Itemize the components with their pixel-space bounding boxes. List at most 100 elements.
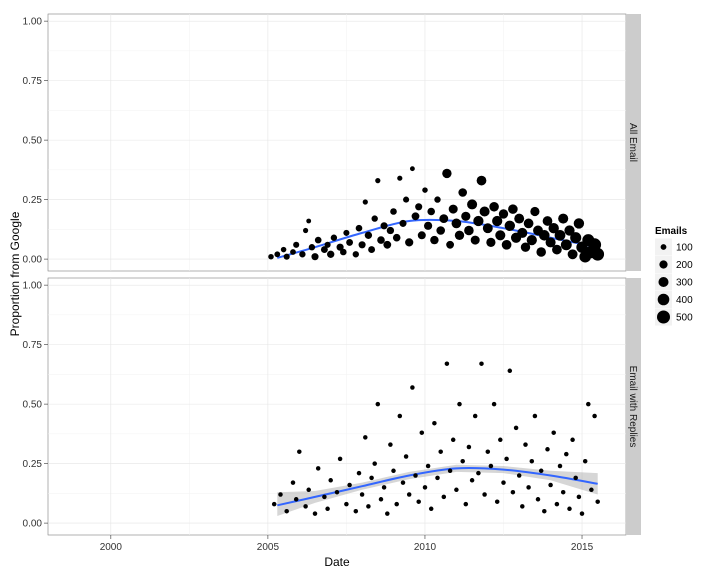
data-point <box>526 485 531 490</box>
y-tick-label-0.75: 0.75 <box>23 76 43 87</box>
y-tick-label-0.50: 0.50 <box>23 136 43 147</box>
data-point <box>551 430 556 435</box>
data-point <box>417 231 426 240</box>
data-point <box>344 501 349 507</box>
data-point <box>476 470 481 476</box>
data-point <box>390 208 397 215</box>
legend-label-200: 200 <box>676 260 693 271</box>
data-point <box>406 492 412 497</box>
data-point <box>403 196 410 203</box>
data-point <box>514 213 525 224</box>
data-point <box>315 466 321 471</box>
data-point <box>573 218 585 229</box>
data-point <box>469 478 475 483</box>
y-tick-label-0.50: 0.50 <box>23 400 43 411</box>
data-point <box>548 482 553 488</box>
data-point <box>479 206 490 217</box>
data-point <box>306 487 311 493</box>
data-point <box>268 253 274 260</box>
data-point <box>554 501 560 507</box>
data-point <box>576 494 582 500</box>
data-point <box>570 232 582 244</box>
data-point <box>454 487 459 493</box>
data-point <box>271 501 277 507</box>
data-point <box>432 420 437 426</box>
data-point <box>324 241 331 248</box>
data-point <box>314 236 322 244</box>
data-point <box>446 240 454 249</box>
data-point <box>311 253 319 261</box>
data-point <box>450 437 456 443</box>
data-point <box>464 225 474 236</box>
data-point <box>592 413 597 419</box>
data-point <box>517 227 528 238</box>
data-point <box>346 238 354 246</box>
strip-label-all-email: All Email <box>627 123 638 162</box>
data-point <box>299 251 306 258</box>
data-point <box>405 238 414 247</box>
data-point <box>355 224 363 232</box>
x-axis-ticks: 2000 2005 2010 2015 <box>100 535 594 553</box>
legend-title: Emails <box>655 226 688 237</box>
y-tick-label-0.25: 0.25 <box>23 459 43 470</box>
x-tick-label-2005: 2005 <box>257 542 280 553</box>
data-point <box>383 240 392 249</box>
data-point <box>422 485 428 490</box>
data-point <box>460 458 465 464</box>
x-tick-label-2015: 2015 <box>571 542 594 553</box>
data-point <box>438 449 443 454</box>
data-point <box>586 401 591 407</box>
data-point <box>536 247 546 257</box>
legend-symbol-300 <box>658 276 669 288</box>
data-point <box>388 442 393 447</box>
data-point <box>529 458 535 464</box>
data-point <box>463 501 469 507</box>
data-point <box>327 250 335 258</box>
data-point <box>582 458 588 464</box>
y-axis-title: Proportion from Google <box>8 211 22 336</box>
data-point <box>552 244 562 255</box>
data-point <box>385 511 390 516</box>
data-point <box>430 235 439 245</box>
panel-bottom: Email with Replies <box>47 277 641 536</box>
strip-email-with-replies <box>626 278 641 535</box>
data-point <box>567 249 578 260</box>
data-point <box>330 234 338 241</box>
legend-symbol-400 <box>657 293 670 306</box>
data-point <box>444 361 450 366</box>
data-point <box>308 244 316 251</box>
data-point <box>560 489 566 495</box>
data-point <box>386 226 395 235</box>
data-point <box>589 487 594 493</box>
data-point <box>451 218 462 229</box>
data-point <box>535 497 541 502</box>
y-axis-ticks-top: 0.00 0.25 0.50 0.75 1.00 <box>23 17 48 266</box>
data-point <box>498 209 509 219</box>
data-point <box>352 251 359 258</box>
data-point <box>353 508 359 514</box>
data-point <box>476 175 487 186</box>
panel-bottom-grid <box>48 278 626 535</box>
data-point <box>378 497 384 502</box>
y-tick-label-0.00: 0.00 <box>23 519 43 530</box>
data-point <box>328 478 333 483</box>
data-point <box>545 447 550 452</box>
data-point <box>591 247 605 261</box>
data-point <box>322 494 327 500</box>
data-point <box>347 482 352 488</box>
data-point <box>545 237 556 248</box>
y-tick-label-0.75: 0.75 <box>23 340 43 351</box>
panel-top: All Email <box>47 13 641 272</box>
legend-label-100: 100 <box>676 243 693 254</box>
x-tick-label-2010: 2010 <box>414 542 437 553</box>
data-point <box>371 215 378 222</box>
data-point <box>423 221 433 230</box>
data-point <box>283 253 290 260</box>
data-point <box>448 204 458 214</box>
data-point <box>564 451 569 457</box>
data-point <box>494 499 500 504</box>
data-point <box>472 413 478 419</box>
data-point <box>312 511 318 516</box>
data-point <box>479 361 484 366</box>
